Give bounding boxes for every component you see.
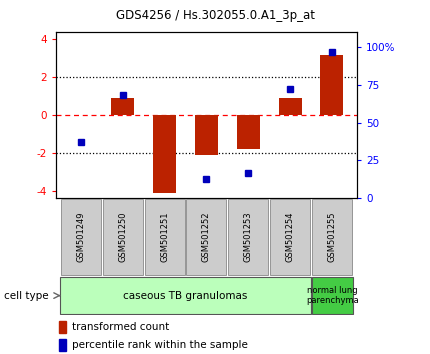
Text: caseous TB granulomas: caseous TB granulomas <box>123 291 248 301</box>
Text: GSM501254: GSM501254 <box>286 212 295 262</box>
Bar <box>59 339 66 351</box>
Bar <box>270 199 310 275</box>
Bar <box>61 199 101 275</box>
Bar <box>312 277 353 314</box>
Text: GSM501255: GSM501255 <box>327 212 336 262</box>
Bar <box>228 199 268 275</box>
Text: GSM501251: GSM501251 <box>160 212 169 262</box>
Bar <box>103 199 143 275</box>
Text: GDS4256 / Hs.302055.0.A1_3p_at: GDS4256 / Hs.302055.0.A1_3p_at <box>116 9 314 22</box>
Text: cell type: cell type <box>4 291 49 301</box>
Text: normal lung
parenchyma: normal lung parenchyma <box>306 286 359 305</box>
Bar <box>195 115 218 155</box>
Bar <box>320 55 343 115</box>
Text: GSM501253: GSM501253 <box>244 212 253 263</box>
Bar <box>153 115 176 193</box>
Bar <box>279 98 301 115</box>
Bar <box>144 199 184 275</box>
Text: percentile rank within the sample: percentile rank within the sample <box>72 340 249 350</box>
Bar <box>111 98 134 115</box>
Bar <box>312 199 352 275</box>
Text: GSM501252: GSM501252 <box>202 212 211 262</box>
Bar <box>59 321 66 333</box>
Bar <box>237 115 260 149</box>
Bar <box>186 199 227 275</box>
Bar <box>60 277 311 314</box>
Text: GSM501249: GSM501249 <box>77 212 86 262</box>
Text: transformed count: transformed count <box>72 322 170 332</box>
Text: GSM501250: GSM501250 <box>118 212 127 262</box>
